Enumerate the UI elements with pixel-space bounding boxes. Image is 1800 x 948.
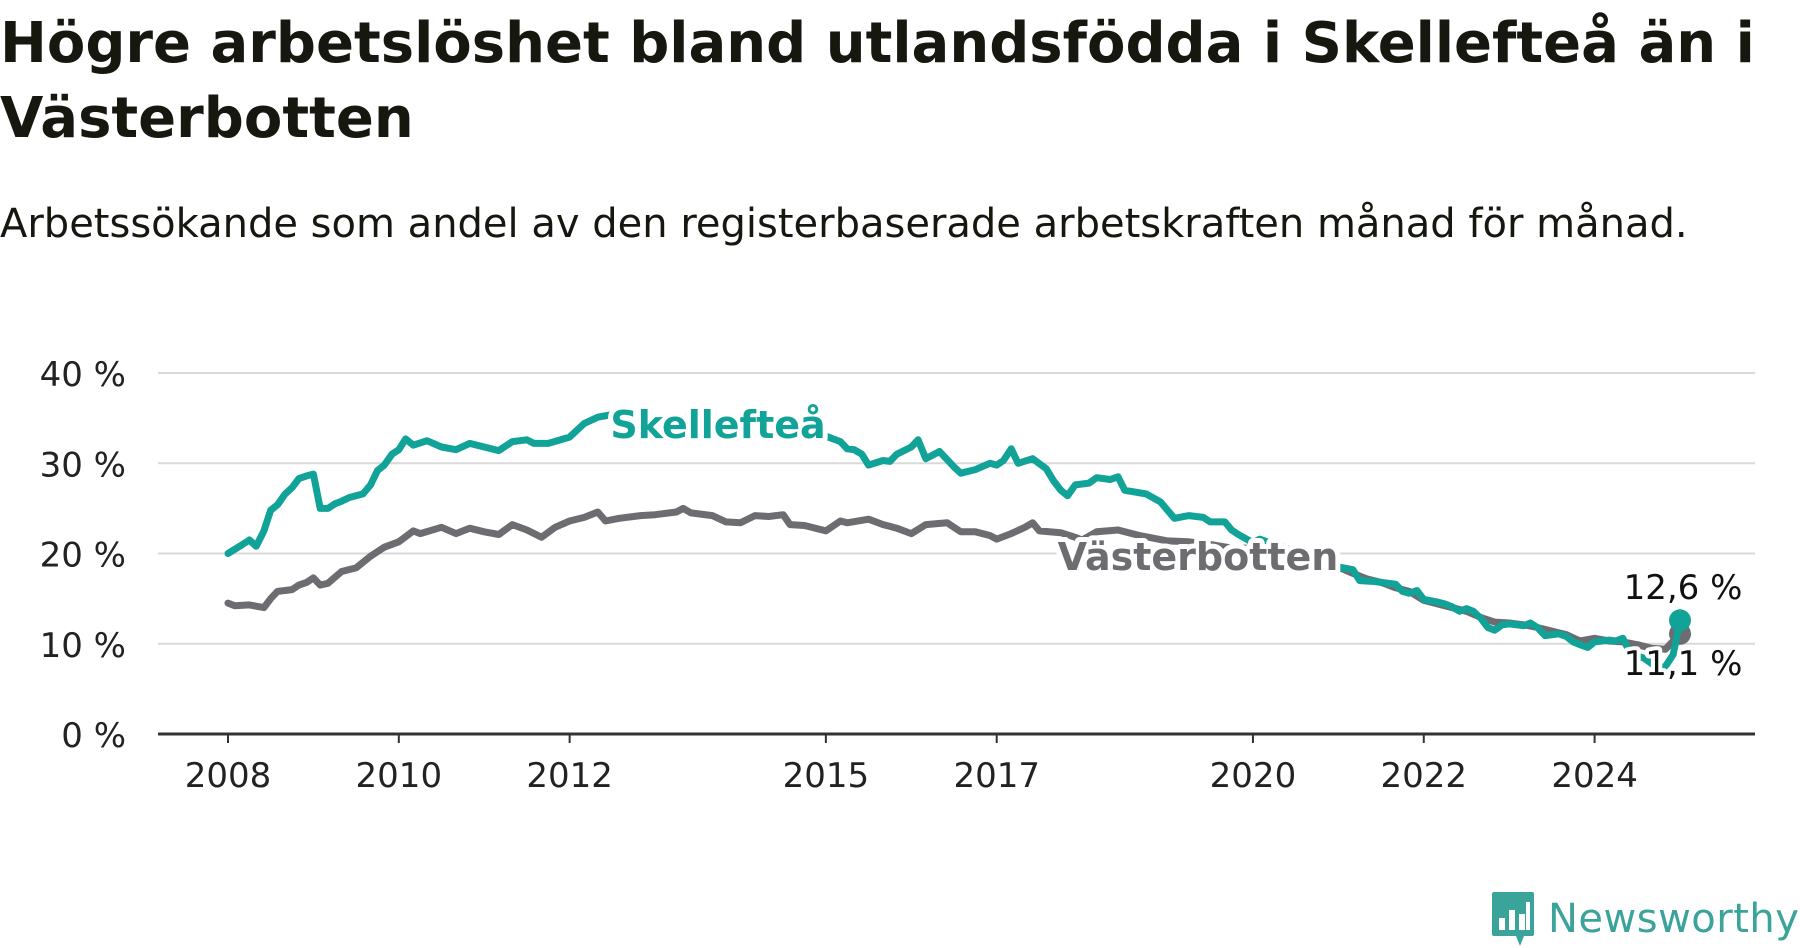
x-tick-label: 2017 [953, 756, 1040, 796]
x-tick-label: 2024 [1551, 756, 1638, 796]
series-line-skelleftea [224, 411, 1684, 673]
x-tick-label: 2020 [1210, 756, 1297, 796]
brand-name: Newsworthy [1548, 896, 1800, 942]
x-tick-label: 2010 [356, 756, 443, 796]
x-tick-label: 2022 [1380, 756, 1467, 796]
x-tick-label: 2008 [185, 756, 272, 796]
end-label-vasterbotten: 11,1 % [1624, 644, 1743, 684]
series-labels: Skellefteå Västerbotten 12,6 % 11,1 % [605, 398, 1746, 688]
series-lines [224, 411, 1691, 673]
x-tick-label: 2015 [783, 756, 870, 796]
newsworthy-logo: Newsworthy [1490, 890, 1799, 948]
y-tick-label: 30 % [40, 445, 126, 485]
chart-subtitle: Arbetssökande som andel av den registerb… [0, 201, 1688, 247]
chart-title: Högre arbetslöshet bland utlandsfödda i … [0, 11, 1755, 151]
y-axis-tick-labels: 0 % 10 % 20 % 30 % 40 % [40, 355, 126, 756]
gridlines [158, 372, 1755, 736]
x-axis-tick-labels: 2008 2010 2012 2015 2017 2020 2022 2024 [185, 734, 1638, 796]
x-tick-label: 2012 [526, 756, 613, 796]
series-label-skelleftea: Skellefteå [610, 403, 825, 447]
end-point-skelleftea [1669, 609, 1691, 632]
y-tick-label: 20 % [40, 536, 126, 576]
y-tick-label: 0 % [61, 716, 126, 756]
bar-chart-speech-bubble-icon [1492, 892, 1534, 946]
series-label-vasterbotten: Västerbotten [1058, 535, 1339, 579]
y-tick-label: 40 % [40, 355, 126, 395]
y-tick-label: 10 % [40, 626, 126, 666]
end-label-skelleftea: 12,6 % [1624, 568, 1743, 608]
series-line-vasterbotten [224, 504, 1684, 653]
